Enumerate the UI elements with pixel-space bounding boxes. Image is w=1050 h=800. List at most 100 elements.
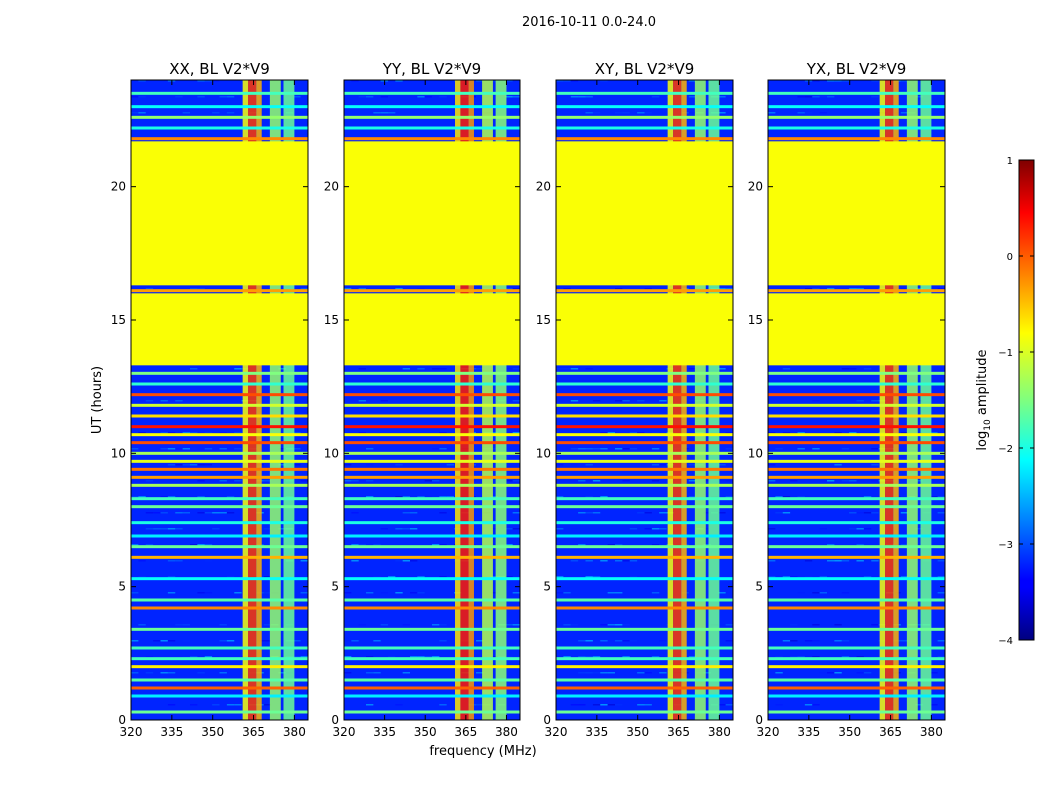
rfi-line [131,371,308,375]
speckle [175,400,183,402]
panel-title: XY, BL V2*V9 [595,60,695,78]
heatmap-image [556,80,733,720]
speckle [585,448,593,450]
speckle [585,512,593,514]
speckle [841,80,850,82]
speckle [388,576,396,578]
speckle [344,464,352,466]
rfi-line [344,646,520,650]
speckle [570,624,579,626]
speckle [293,656,301,658]
speckle [167,592,176,594]
speckle [439,448,447,450]
rfi-line [556,371,733,375]
rfi-line [556,91,733,95]
speckle [592,448,601,450]
speckle [402,560,410,562]
rfi-line [556,521,733,525]
speckle [358,368,366,370]
speckle [915,400,923,402]
speckle [476,640,484,642]
rfi-line [768,414,945,418]
speckle [644,704,652,706]
speckle [585,96,593,98]
speckle [718,704,726,706]
speckle [622,656,630,658]
speckle [476,672,484,674]
speckle [622,400,630,402]
speckle [570,464,579,466]
speckle [439,80,447,82]
rfi-line [131,627,308,631]
speckle [366,448,374,450]
speckle [615,704,623,706]
speckle [871,624,879,626]
rfi-line [344,441,520,445]
speckle [219,480,227,482]
speckle [505,656,513,658]
flagged-region [131,141,308,286]
speckle [197,672,205,674]
rfi-line [344,555,520,559]
speckle [629,576,638,578]
speckle [930,432,938,434]
rfi-band [879,80,886,720]
speckle [204,560,213,562]
speckle [219,640,227,642]
speckle [703,512,711,514]
speckle [417,368,425,370]
speckle [175,512,183,514]
y-tick-label: 10 [748,446,763,460]
speckle [219,448,227,450]
speckle [204,464,213,466]
speckle [718,592,726,594]
rfi-line [556,403,733,407]
rfi-line [131,545,308,549]
rfi-line [768,289,945,293]
x-axis-label: frequency (MHz) [429,744,536,759]
speckle [659,400,667,402]
rfi-line [768,657,945,661]
x-tick-label: 350 [626,725,649,739]
speckle [688,96,697,98]
rfi-line [768,467,945,471]
speckle [153,512,161,514]
speckle [366,592,374,594]
rfi-line [556,686,733,690]
speckle [819,96,827,98]
speckle [637,672,645,674]
speckle [871,96,879,98]
speckle [819,576,827,578]
rfi-line [131,710,308,714]
speckle [476,80,484,82]
speckle [358,544,366,546]
speckle [439,624,447,626]
panel-1: YY, BL V2*V9 320 335 350 365 380 0 5 10 15 20 [324,60,521,739]
rfi-line [556,545,733,549]
speckle [775,448,783,450]
rfi-line [344,459,520,463]
rfi-line [131,105,308,109]
speckle [380,112,388,114]
rfi-line [344,115,520,119]
rfi-line [556,505,733,509]
speckle [871,400,879,402]
speckle [380,96,388,98]
speckle [300,96,308,98]
rfi-line [768,505,945,509]
speckle [512,656,520,658]
speckle [768,432,776,434]
x-tick-label: 365 [454,725,477,739]
speckle [278,672,286,674]
speckle [190,464,198,466]
speckle [937,560,945,562]
speckle [863,512,872,514]
speckle [804,640,813,642]
speckle [797,112,805,114]
speckle [659,464,667,466]
speckle [768,528,776,530]
speckle [160,672,168,674]
speckle [263,704,272,706]
colorbar-label: log10 amplitude [975,349,993,450]
speckle [841,368,850,370]
